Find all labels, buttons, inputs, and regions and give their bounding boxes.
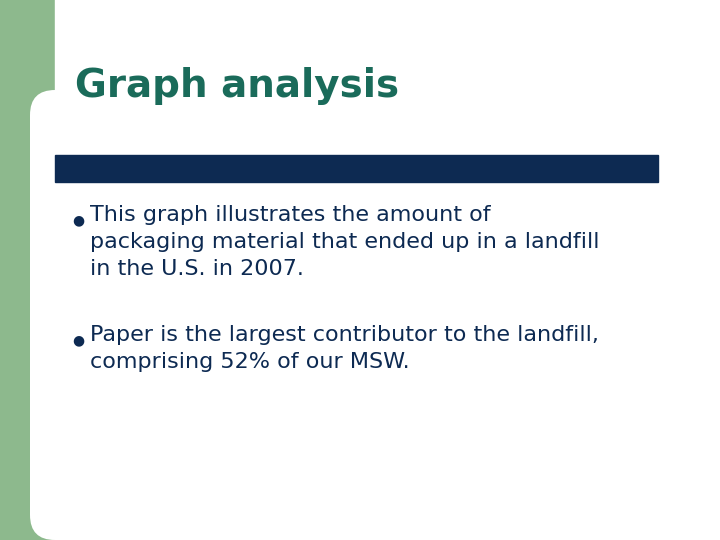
Text: ●: ● — [72, 333, 84, 347]
FancyBboxPatch shape — [55, 0, 720, 116]
FancyBboxPatch shape — [30, 90, 720, 540]
Text: This graph illustrates the amount of
packaging material that ended up in a landf: This graph illustrates the amount of pac… — [90, 205, 600, 279]
Bar — [55, 155, 658, 182]
Bar — [0, 0, 195, 115]
Bar — [0, 0, 55, 540]
Text: Graph analysis: Graph analysis — [75, 67, 399, 105]
Text: Paper is the largest contributor to the landfill,
comprising 52% of our MSW.: Paper is the largest contributor to the … — [90, 325, 599, 372]
Bar — [55, 115, 720, 540]
Text: ●: ● — [72, 213, 84, 227]
